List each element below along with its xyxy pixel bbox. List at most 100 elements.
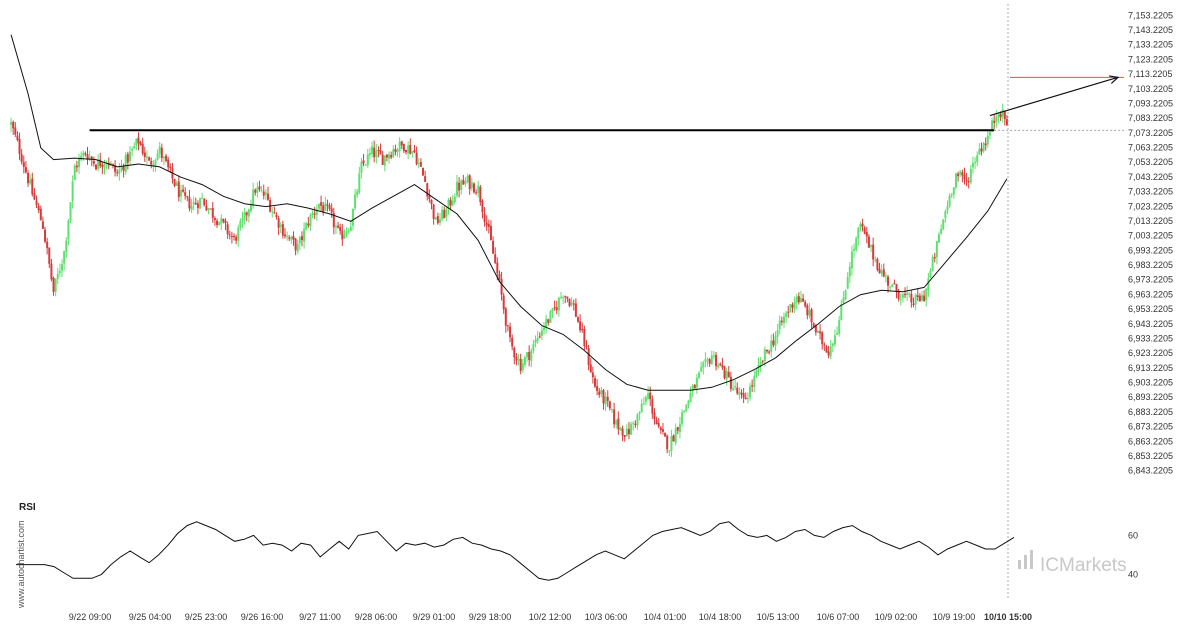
candle-body xyxy=(693,384,696,389)
candle-body xyxy=(354,194,357,209)
candle-body xyxy=(417,163,420,165)
candle-body xyxy=(332,212,335,228)
candle-body xyxy=(407,145,410,154)
candle-body xyxy=(672,435,675,442)
candle-body xyxy=(424,176,427,182)
date-tick-label: 10/3 06:00 xyxy=(585,612,628,622)
candle-body xyxy=(167,159,170,168)
candle-body xyxy=(131,148,134,151)
candle-body xyxy=(256,187,259,193)
brand-bar xyxy=(1024,555,1027,569)
candle-body xyxy=(137,137,140,144)
candle-body xyxy=(630,423,633,435)
candle-body xyxy=(732,388,735,390)
candle-body xyxy=(638,411,641,414)
candle-body xyxy=(492,240,495,254)
candle-body xyxy=(884,275,887,277)
candle-body xyxy=(479,186,482,202)
candle-body xyxy=(702,362,705,368)
candle-body xyxy=(857,228,860,239)
candle-body xyxy=(591,372,594,378)
candle-body xyxy=(954,173,957,188)
price-tick-label: 7,063.2205 xyxy=(1128,143,1173,153)
candle-body xyxy=(186,196,189,198)
candle-body xyxy=(534,339,537,344)
candle-body xyxy=(632,423,635,425)
candle-body xyxy=(944,211,947,219)
candle-body xyxy=(366,154,369,166)
candle-body xyxy=(173,179,176,186)
candle-body xyxy=(190,205,193,210)
candle-body xyxy=(532,343,535,351)
candle-body xyxy=(848,266,851,277)
candle-body xyxy=(141,143,144,154)
price-tick-label: 7,053.2205 xyxy=(1128,157,1173,167)
candle-body xyxy=(313,213,316,215)
candle-body xyxy=(145,156,148,158)
candle-body xyxy=(165,155,168,161)
candle-body xyxy=(831,343,834,346)
candle-body xyxy=(691,385,694,392)
candle-body xyxy=(738,392,741,395)
candle-body xyxy=(528,351,531,360)
candle-body xyxy=(477,185,480,194)
candle-body xyxy=(661,429,664,432)
candle-body xyxy=(343,234,346,239)
candle-body xyxy=(664,432,667,437)
candle-body xyxy=(615,419,618,425)
candle-body xyxy=(199,198,202,209)
candle-body xyxy=(651,399,654,414)
candle-body xyxy=(929,270,932,278)
date-tick-label: 10/9 19:00 xyxy=(933,612,976,622)
date-tick-label: 10/9 02:00 xyxy=(875,612,918,622)
candle-body xyxy=(642,403,645,405)
candle-body xyxy=(923,295,926,302)
candle-body xyxy=(521,363,524,370)
rsi-tick-label: 40 xyxy=(1128,569,1138,579)
candle-body xyxy=(706,359,709,361)
rsi-tick-label: 60 xyxy=(1128,530,1138,540)
candle-body xyxy=(855,238,858,250)
candle-body xyxy=(606,396,609,401)
candle-body xyxy=(317,203,320,209)
candle-body xyxy=(279,224,282,227)
candle-body xyxy=(804,301,807,307)
candle-body xyxy=(243,212,246,220)
candle-body xyxy=(375,150,378,158)
candle-body xyxy=(704,359,707,362)
candle-body xyxy=(904,294,907,296)
candle-body xyxy=(286,236,289,238)
candle-body xyxy=(27,172,30,184)
candle-body xyxy=(409,144,412,154)
candle-body xyxy=(341,230,344,240)
candle-body xyxy=(836,333,839,335)
candle-body xyxy=(740,392,743,395)
candle-body xyxy=(901,294,904,298)
candle-body xyxy=(438,219,441,223)
candle-body xyxy=(379,150,382,155)
candle-body xyxy=(846,277,849,289)
candle-body xyxy=(921,295,924,301)
candle-body xyxy=(196,203,199,208)
candle-body xyxy=(111,164,114,166)
candle-body xyxy=(759,361,762,367)
candle-body xyxy=(364,164,367,166)
candle-body xyxy=(623,435,626,438)
price-tick-label: 7,083.2205 xyxy=(1128,113,1173,123)
candle-body xyxy=(213,217,216,221)
candle-body xyxy=(496,262,499,274)
candle-body xyxy=(209,208,212,210)
candle-body xyxy=(31,178,34,195)
candle-body xyxy=(789,303,792,313)
price-tick-label: 6,893.2205 xyxy=(1128,392,1173,402)
candle-body xyxy=(825,346,828,353)
candle-body xyxy=(819,331,822,334)
candle-body xyxy=(986,135,989,145)
candles xyxy=(10,103,1008,457)
candle-body xyxy=(237,227,240,241)
candle-body xyxy=(481,200,484,213)
candle-body xyxy=(935,241,938,258)
candle-body xyxy=(814,325,817,333)
candle-body xyxy=(572,303,575,305)
candle-body xyxy=(963,174,966,179)
